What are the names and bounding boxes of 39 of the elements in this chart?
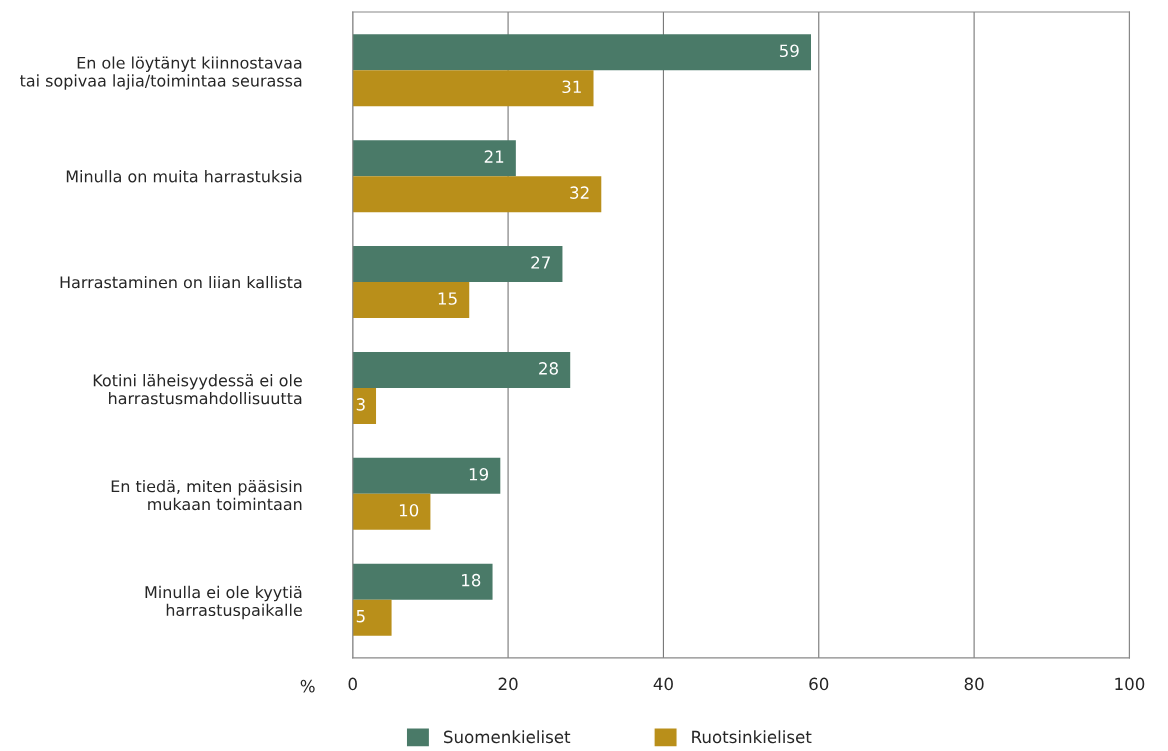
bar — [352, 493, 431, 530]
y-tick-label: Minulla ei ole kyytiä harrastuspaikalle — [145, 585, 302, 620]
data-label: 3 — [356, 398, 365, 411]
bar — [352, 34, 811, 71]
data-label: 59 — [779, 44, 799, 58]
x-tick-label: 0 — [348, 677, 357, 691]
data-label: 21 — [484, 150, 504, 163]
x-tick-label: 100 — [1115, 677, 1145, 691]
bar — [352, 563, 493, 600]
x-tick-label: 20 — [498, 677, 518, 691]
bar — [352, 387, 377, 424]
y-tick-label: En ole löytänyt kiinnostavaa tai sopivaa lajia/toimintaa seurassa — [20, 56, 302, 90]
bar — [352, 282, 470, 319]
y-tick-label: Harrastaminen on liian kallista — [60, 275, 302, 289]
x-tick-label: 80 — [964, 677, 984, 691]
x-tick-label: 40 — [653, 677, 673, 691]
data-label: 15 — [438, 292, 457, 305]
data-label: 31 — [562, 80, 581, 94]
x-tick-label: 60 — [809, 677, 829, 691]
legend-label: Ruotsinkieliset — [692, 730, 812, 744]
data-label: 5 — [356, 610, 365, 623]
bar — [352, 246, 563, 283]
bar — [352, 140, 516, 177]
y-tick-label: Minulla on muita harrastuksia — [66, 170, 302, 183]
bar — [352, 176, 602, 213]
bar — [352, 70, 594, 107]
data-label: 19 — [469, 467, 489, 481]
legend-label: Suomenkieliset — [444, 730, 571, 744]
data-label: 32 — [570, 186, 589, 199]
data-label: 27 — [531, 256, 550, 269]
x-axis-title: % — [300, 679, 315, 693]
bar — [352, 599, 392, 636]
bar — [352, 457, 501, 494]
bar — [352, 351, 571, 388]
data-label: 18 — [462, 573, 481, 587]
y-tick-label: En tiedä, miten pääsisin mukaan toimintaan — [111, 479, 302, 511]
data-label: 28 — [539, 362, 558, 375]
y-tick-label: Kotini läheisyydessä ei ole harrastusmahdollisuutta — [93, 374, 302, 405]
data-label: 10 — [399, 503, 419, 517]
